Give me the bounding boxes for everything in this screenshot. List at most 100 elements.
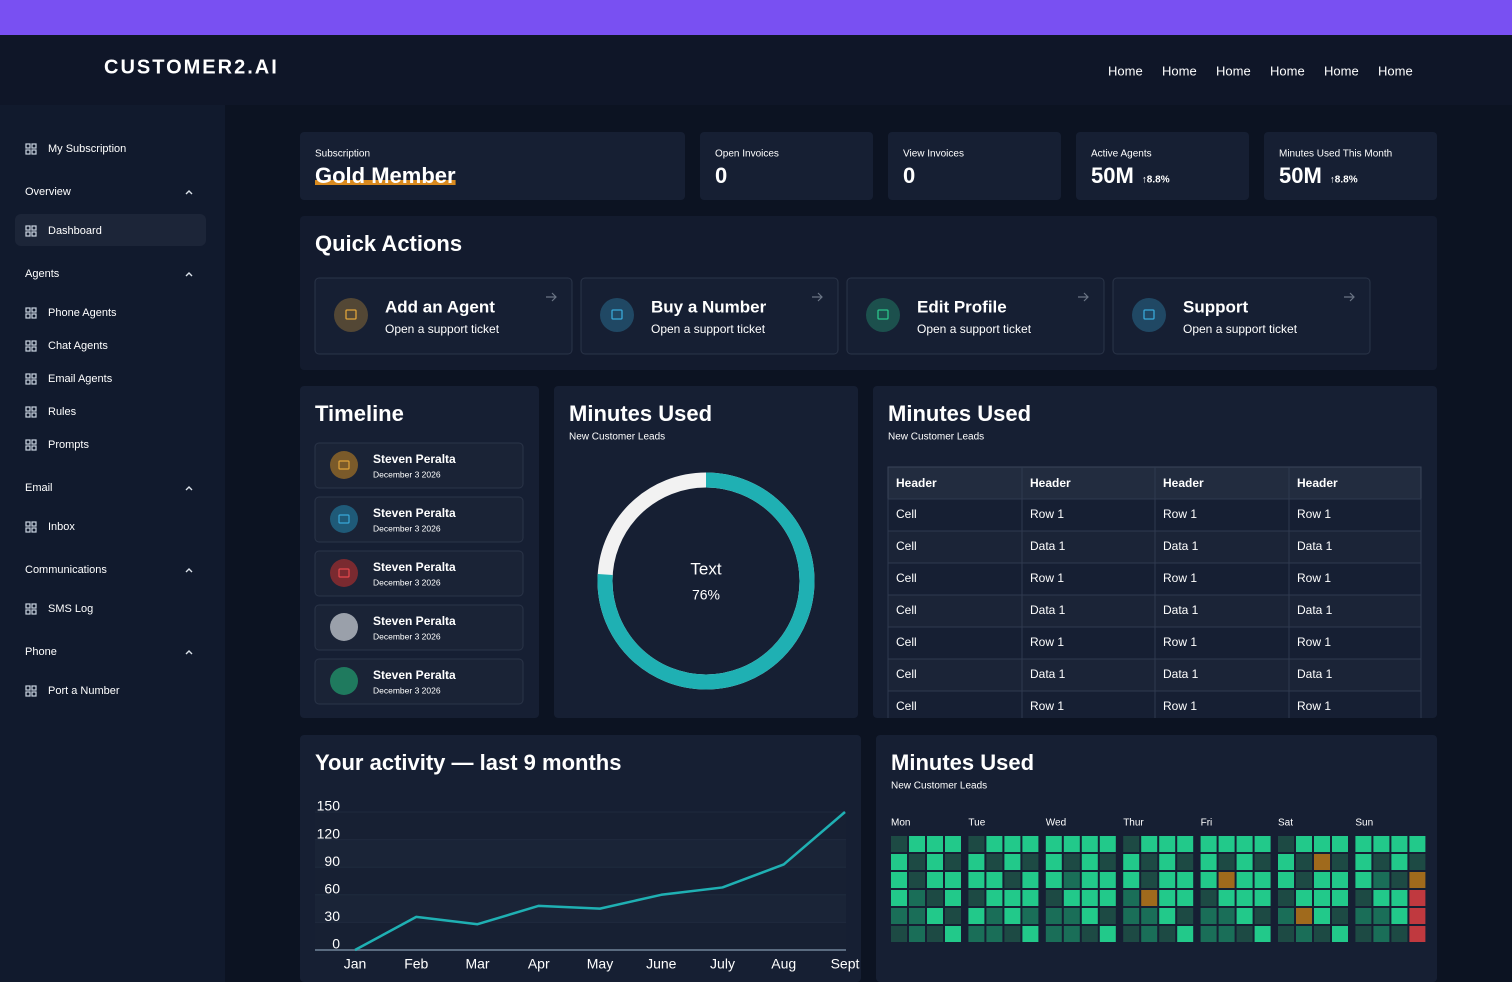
nav-item[interactable]: Prompts — [48, 439, 89, 451]
table-cell: Row 1 — [1163, 571, 1197, 585]
table-cell: Cell — [896, 539, 917, 553]
section-label[interactable]: Agents — [25, 268, 60, 280]
day-label: Mon — [891, 818, 910, 829]
nav-link[interactable]: Home — [1108, 63, 1143, 78]
table-cell: Data 1 — [1297, 667, 1333, 681]
nav-item[interactable]: Email Agents — [48, 373, 113, 385]
section-label[interactable]: Phone — [25, 646, 57, 658]
heat-cell — [1022, 836, 1039, 852]
timeline-item — [314, 496, 524, 543]
action-card[interactable] — [846, 277, 1105, 355]
heat-cell — [1254, 854, 1271, 870]
heat-cell — [1373, 926, 1390, 942]
table-cell: Data 1 — [1030, 539, 1066, 553]
table-cell: Row 1 — [1163, 635, 1197, 649]
section-label[interactable]: Overview — [25, 186, 71, 198]
grid-band — [315, 922, 846, 950]
heat-cell — [909, 890, 925, 906]
action-icon-bg — [600, 298, 634, 332]
heat-cell — [968, 926, 985, 942]
action-card[interactable] — [314, 277, 573, 355]
nav-link[interactable]: Home — [1324, 63, 1359, 78]
nav-item[interactable]: Dashboard — [48, 225, 102, 237]
heat-cell — [1391, 926, 1408, 942]
icon — [25, 373, 31, 379]
nav-item[interactable]: Chat Agents — [48, 340, 108, 352]
heat-cell — [1200, 854, 1217, 870]
grid-band — [315, 839, 846, 868]
action-title: Edit Profile — [917, 297, 1007, 316]
heat-cell — [945, 890, 961, 906]
day-label: Sat — [1278, 818, 1293, 829]
heat-cell — [945, 926, 961, 942]
icon — [25, 313, 31, 319]
nav-item[interactable]: My Subscription — [48, 143, 126, 155]
heat-cell — [1063, 872, 1080, 888]
stat-label: Open Invoices — [715, 149, 779, 160]
nav-link[interactable]: Home — [1378, 63, 1413, 78]
heat-cell — [1332, 890, 1348, 906]
icon — [31, 527, 37, 533]
heat-cell — [1296, 926, 1312, 942]
heat-cell — [1004, 890, 1021, 906]
heat-cell — [1236, 926, 1253, 942]
icon — [25, 231, 31, 237]
heat-cell — [986, 836, 1003, 852]
table-cell: Row 1 — [1030, 699, 1064, 713]
heat-cell — [1099, 908, 1116, 924]
heat-cell — [968, 890, 985, 906]
heat-cell — [1373, 908, 1390, 924]
section-label[interactable]: Communications — [25, 564, 107, 576]
heat-cell — [1332, 836, 1348, 852]
nav-item[interactable]: Phone Agents — [48, 307, 117, 319]
card-title: Minutes Used — [569, 401, 712, 426]
heat-cell — [1099, 836, 1116, 852]
nav-item[interactable]: Rules — [48, 406, 77, 418]
donut-label: Text — [690, 559, 721, 578]
heat-cell — [1373, 854, 1390, 870]
heat-cell — [1296, 836, 1312, 852]
heat-cell — [1200, 836, 1217, 852]
icon — [25, 685, 31, 691]
heat-cell — [1254, 926, 1271, 942]
heat-cell — [1355, 872, 1372, 888]
nav-link[interactable]: Home — [1162, 63, 1197, 78]
heat-cell — [986, 926, 1003, 942]
icon — [25, 691, 31, 697]
heat-cell — [909, 854, 925, 870]
icon — [25, 406, 31, 412]
card-title: Timeline — [315, 401, 404, 426]
icon — [31, 307, 37, 313]
heat-cell — [1004, 908, 1021, 924]
action-card[interactable] — [580, 277, 839, 355]
heat-cell — [1332, 908, 1348, 924]
action-title: Buy a Number — [651, 297, 767, 316]
heat-cell — [1254, 890, 1271, 906]
nav-link[interactable]: Home — [1270, 63, 1305, 78]
avatar — [330, 667, 358, 695]
action-card[interactable] — [1112, 277, 1371, 355]
icon — [25, 439, 31, 445]
nav-item[interactable]: SMS Log — [48, 603, 93, 615]
icon — [31, 445, 37, 451]
table-cell: Data 1 — [1297, 603, 1333, 617]
donut-arc — [597, 472, 815, 690]
table-cell: Data 1 — [1163, 539, 1199, 553]
day-label: Fri — [1201, 818, 1213, 829]
section-label[interactable]: Email — [25, 482, 53, 494]
nav-link[interactable]: Home — [1216, 63, 1251, 78]
heat-cell — [945, 908, 961, 924]
stat-value: Gold Member — [315, 163, 456, 188]
table-cell: Cell — [896, 635, 917, 649]
heat-cell — [927, 836, 943, 852]
nav-item[interactable]: Port a Number — [48, 685, 120, 697]
heat-cell — [1022, 872, 1039, 888]
heat-cell — [968, 908, 985, 924]
heat-cell — [1409, 908, 1426, 924]
nav-item[interactable]: Inbox — [48, 521, 75, 533]
avatar — [330, 559, 358, 587]
column-header: Header — [1297, 476, 1338, 490]
icon — [31, 406, 37, 412]
icon — [31, 609, 37, 615]
x-tick-label: May — [587, 956, 613, 972]
